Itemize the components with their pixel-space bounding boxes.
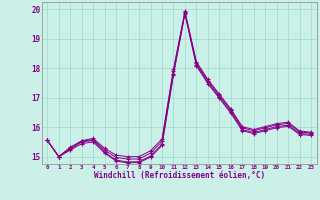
X-axis label: Windchill (Refroidissement éolien,°C): Windchill (Refroidissement éolien,°C) [94,171,265,180]
